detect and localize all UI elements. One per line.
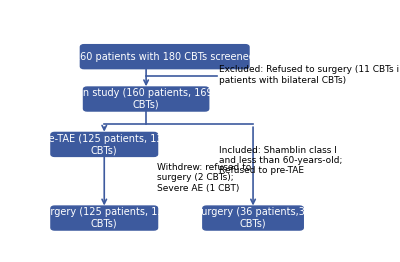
FancyBboxPatch shape [203, 206, 303, 230]
Text: 160 patients with 180 CBTs screened: 160 patients with 180 CBTs screened [74, 52, 255, 62]
FancyBboxPatch shape [51, 206, 158, 230]
Text: Surgery (125 patients, 130
CBTs): Surgery (125 patients, 130 CBTs) [38, 207, 170, 229]
Text: Pre-TAE (125 patients, 133
CBTs): Pre-TAE (125 patients, 133 CBTs) [40, 134, 169, 155]
Text: Surgery (36 patients,39
CBTs): Surgery (36 patients,39 CBTs) [195, 207, 311, 229]
FancyBboxPatch shape [51, 132, 158, 156]
FancyBboxPatch shape [80, 45, 249, 69]
Text: Included: Shamblin class I
and less than 60-years-old;
Refused to pre-TAE: Included: Shamblin class I and less than… [219, 146, 342, 176]
FancyBboxPatch shape [84, 87, 209, 111]
Text: Withdrew: refused to
surgery (2 CBTs);
Severe AE (1 CBT): Withdrew: refused to surgery (2 CBTs); S… [157, 163, 251, 193]
Text: In study (160 patients, 169
CBTs): In study (160 patients, 169 CBTs) [80, 88, 212, 110]
Text: Excluded: Refused to surgery (11 CBTs in 19
patients with bilateral CBTs): Excluded: Refused to surgery (11 CBTs in… [219, 65, 400, 85]
